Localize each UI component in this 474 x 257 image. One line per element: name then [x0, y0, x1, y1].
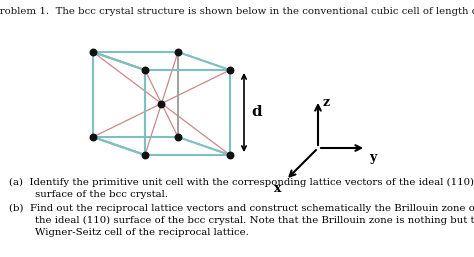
Text: x: x	[274, 181, 282, 195]
Point	[226, 153, 234, 157]
Point	[89, 135, 97, 139]
Text: Problem 1.  The bcc crystal structure is shown below in the conventional cubic c: Problem 1. The bcc crystal structure is …	[0, 7, 474, 16]
Text: d: d	[251, 106, 262, 120]
Text: surface of the bcc crystal.: surface of the bcc crystal.	[35, 190, 168, 199]
Point	[174, 50, 182, 54]
Text: (a)  Identify the primitive unit cell with the corresponding lattice vectors of : (a) Identify the primitive unit cell wit…	[9, 178, 474, 187]
Text: the ideal (110) surface of the bcc crystal. Note that the Brillouin zone is noth: the ideal (110) surface of the bcc cryst…	[35, 216, 474, 225]
Point	[226, 68, 234, 72]
Text: (b)  Find out the reciprocal lattice vectors and construct schematically the Bri: (b) Find out the reciprocal lattice vect…	[9, 204, 474, 213]
Point	[89, 50, 97, 54]
Text: Wigner-Seitz cell of the reciprocal lattice.: Wigner-Seitz cell of the reciprocal latt…	[35, 228, 249, 237]
Point	[174, 135, 182, 139]
Point	[141, 68, 149, 72]
Point	[141, 153, 149, 157]
Text: z: z	[323, 96, 330, 108]
Text: y: y	[369, 151, 376, 164]
Point	[158, 102, 165, 106]
